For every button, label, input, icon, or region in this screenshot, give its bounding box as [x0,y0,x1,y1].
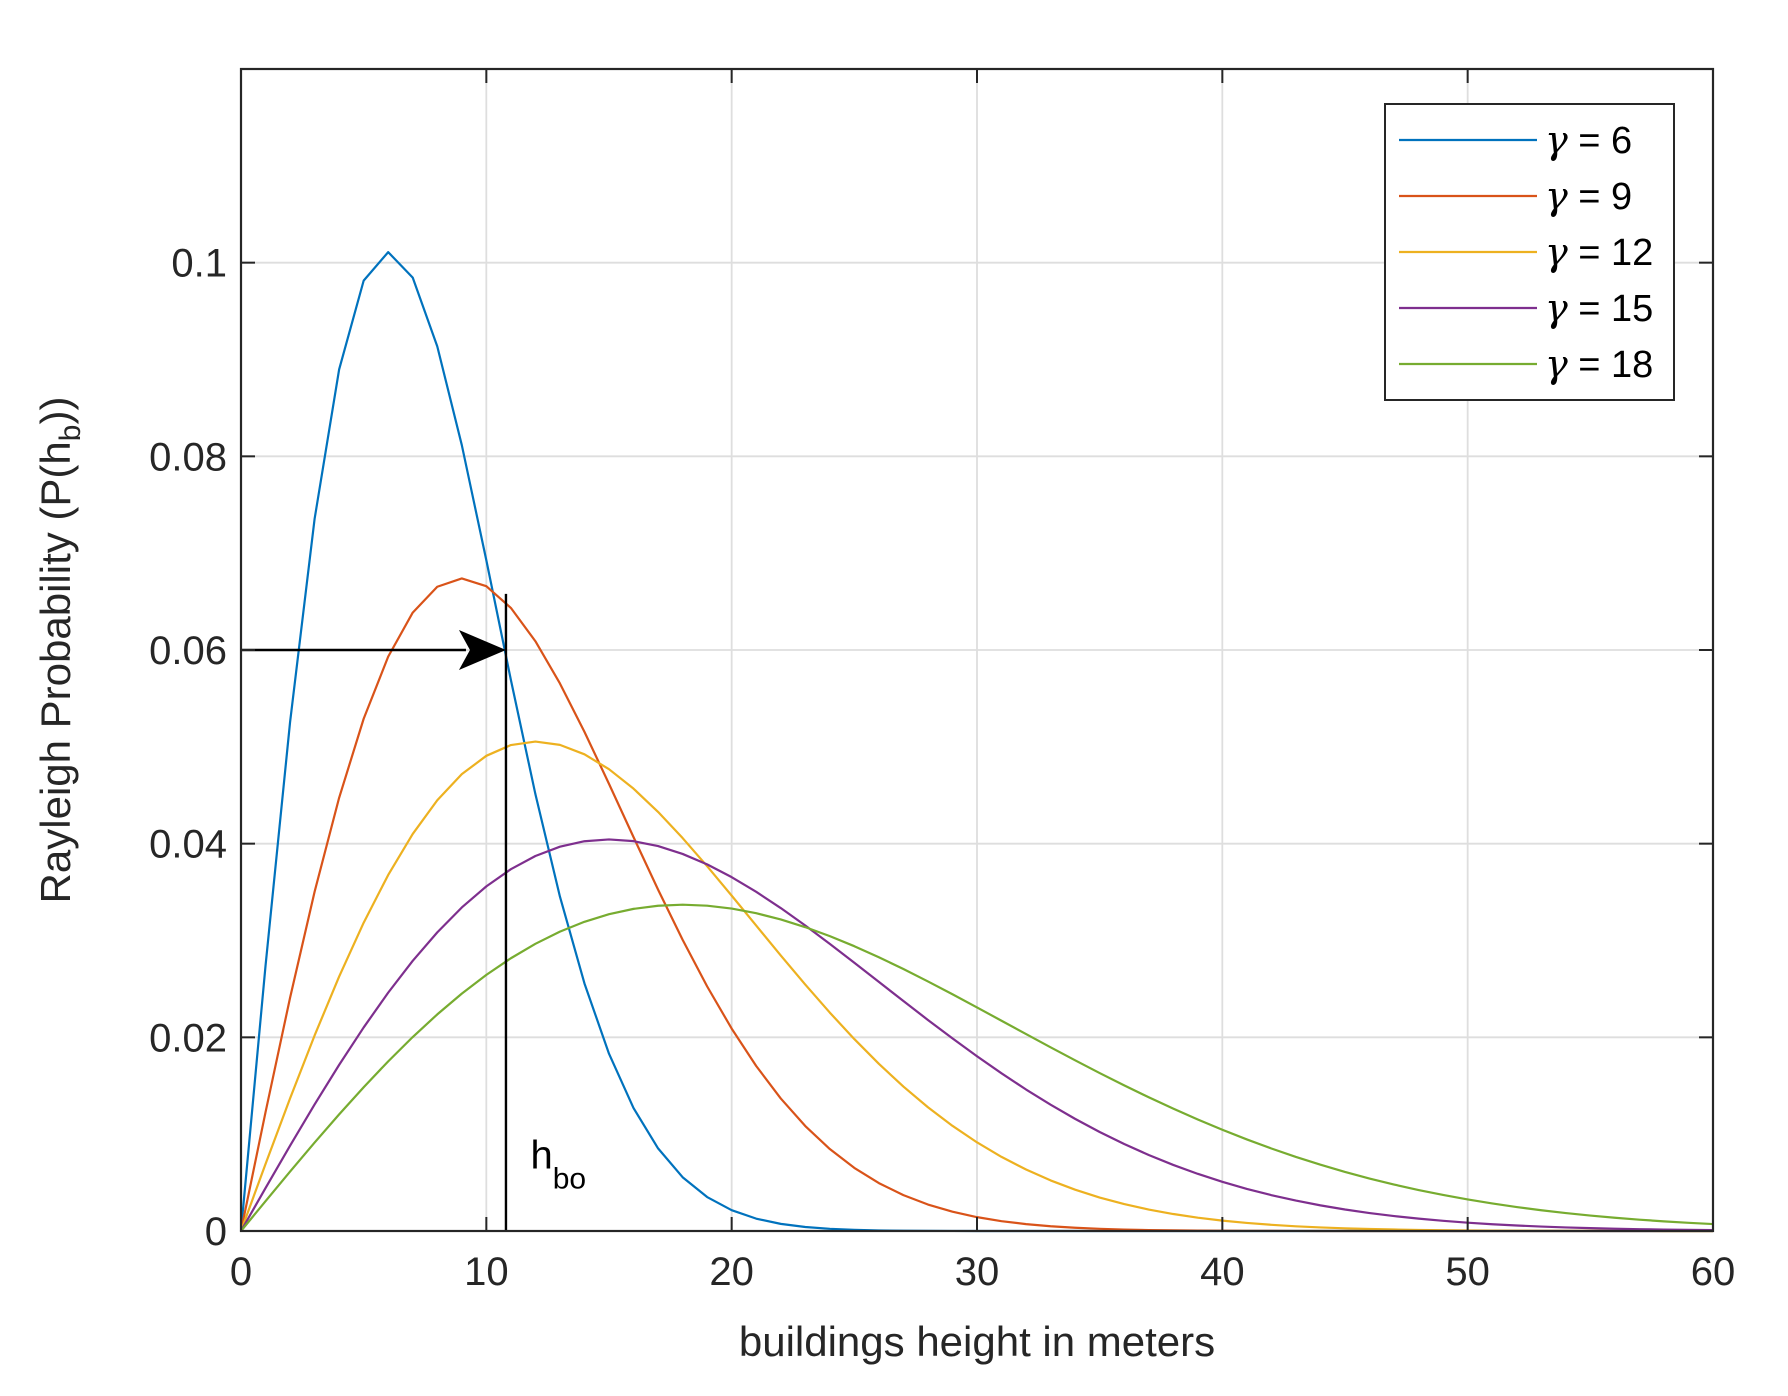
legend-label-gamma-9: γ = 9 [1545,174,1632,218]
hbo-label-subscript: bo [553,1162,586,1195]
legend-label-gamma-15: γ = 15 [1545,286,1653,330]
x-tick-label: 10 [464,1250,509,1294]
threshold-arrowhead [458,630,506,670]
y-tick-label: 0.06 [149,629,227,673]
x-tick-label: 30 [955,1250,1000,1294]
legend-gamma-symbol: γ [1545,174,1568,218]
y-axis-label-main: Rayleigh Probability (P(h [32,441,79,903]
y-axis-label: Rayleigh Probability (P(hb)) [32,397,87,904]
hbo-label-main: h [530,1133,552,1177]
x-tick-label: 60 [1691,1250,1736,1294]
legend-gamma-symbol: γ [1545,342,1568,386]
legend: γ = 6γ = 9γ = 12γ = 15γ = 18 [1384,103,1675,401]
annotation-group: hbo [241,593,586,1231]
x-tick-label: 20 [709,1250,754,1294]
x-tick-label: 40 [1200,1250,1245,1294]
legend-gamma-value: = 18 [1568,344,1654,386]
series-line-gamma-18 [240,903,1714,1232]
legend-gamma-symbol: γ [1545,118,1568,162]
legend-label-gamma-6: γ = 6 [1545,118,1632,162]
legend-gamma-symbol: γ [1545,230,1568,274]
y-tick-label: 0 [205,1210,227,1254]
legend-gamma-value: = 6 [1568,120,1632,162]
x-axis-label: buildings height in meters [739,1318,1215,1365]
y-tick-label: 0.08 [149,435,227,479]
legend-gamma-value: = 9 [1568,176,1632,218]
x-tick-label: 50 [1445,1250,1490,1294]
legend-gamma-symbol: γ [1545,286,1568,330]
x-tick-label: 0 [230,1250,252,1294]
axis-ticks [240,69,1714,1232]
hbo-label: hbo [530,1133,586,1195]
legend-gamma-value: = 15 [1568,288,1654,330]
legend-label-gamma-12: γ = 12 [1545,230,1653,274]
y-axis-label-subscript: b [54,425,87,442]
legend-gamma-value: = 12 [1568,232,1654,274]
y-tick-label: 0.1 [171,242,227,286]
legend-label-gamma-18: γ = 18 [1545,342,1653,386]
y-tick-label: 0.02 [149,1016,227,1060]
y-axis-label-close: )) [32,397,79,425]
y-tick-label: 0.04 [149,823,227,867]
tick-labels: 0 10 20 30 40 50 60 0 0.02 0.04 0.06 0.08 0.1 [149,242,1735,1294]
